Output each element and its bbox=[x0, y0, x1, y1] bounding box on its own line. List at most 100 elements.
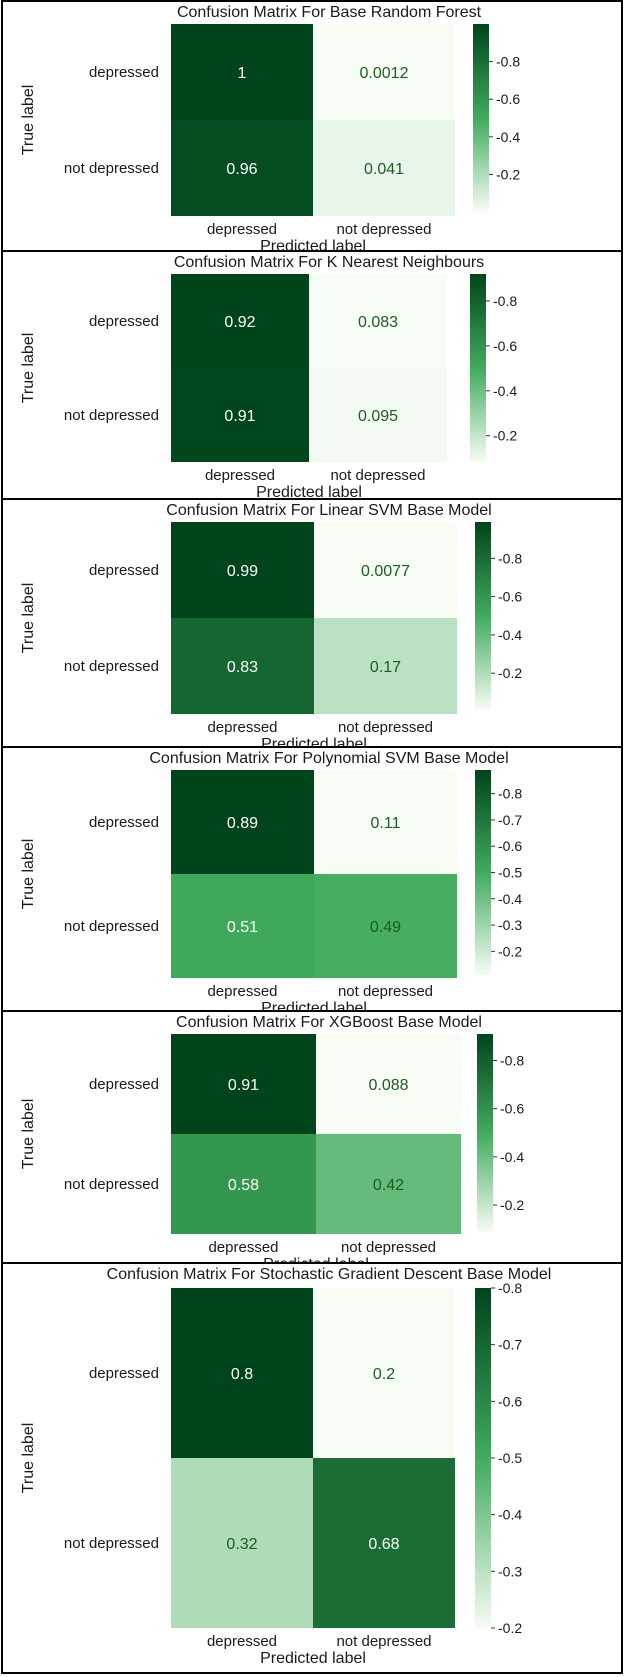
colorbar bbox=[475, 1288, 491, 1628]
heatmap-cell bbox=[313, 1288, 455, 1458]
colorbar-tick-label: -0.6 bbox=[500, 1101, 524, 1117]
column-tick-label: depressed bbox=[208, 1239, 278, 1256]
confusion-matrix-panel-6: Confusion Matrix For Stochastic Gradient… bbox=[1, 1262, 623, 1674]
colorbar-tick-label: -0.6 bbox=[496, 91, 520, 107]
cell-value-label: 0.0077 bbox=[361, 563, 410, 580]
colorbar-tick-label: -0.4 bbox=[496, 129, 520, 145]
heatmap-cell bbox=[171, 368, 309, 462]
cell-value-label: 0.083 bbox=[358, 314, 398, 331]
cell-value-label: 0.8 bbox=[231, 1366, 253, 1383]
heatmap-cell bbox=[314, 522, 457, 618]
colorbar-tick-label: -0.4 bbox=[498, 1507, 522, 1523]
heatmap-cell bbox=[171, 770, 314, 874]
heatmap-cell bbox=[171, 618, 314, 714]
chart-title: Confusion Matrix For Stochastic Gradient… bbox=[107, 1266, 552, 1283]
row-tick-label: not depressed bbox=[64, 658, 159, 675]
row-tick-label: depressed bbox=[89, 562, 159, 579]
colorbar-tick-label: -0.8 bbox=[498, 550, 522, 566]
heatmap-cell bbox=[171, 1288, 313, 1458]
colorbar-tick-label: -0.4 bbox=[498, 627, 522, 643]
colorbar-tick-label: -0.6 bbox=[498, 838, 522, 854]
colorbar bbox=[477, 1034, 493, 1232]
chart-title: Confusion Matrix For K Nearest Neighbour… bbox=[174, 254, 484, 271]
x-axis-label: Predicted label bbox=[256, 484, 362, 498]
cell-value-label: 0.49 bbox=[370, 919, 401, 936]
heatmap-svg: Confusion Matrix For XGBoost Base Model 0… bbox=[20, 1014, 524, 1262]
cell-value-label: 0.041 bbox=[364, 161, 404, 178]
column-tick-label: not depressed bbox=[330, 467, 425, 484]
column-tick-label: depressed bbox=[207, 983, 277, 1000]
cell-value-label: 0.92 bbox=[224, 314, 255, 331]
colorbar-tick-label: -0.5 bbox=[498, 1450, 522, 1466]
colorbar-tick-label: -0.6 bbox=[498, 1393, 522, 1409]
row-tick-label: depressed bbox=[89, 1365, 159, 1382]
colorbar-tick-label: -0.8 bbox=[493, 293, 517, 309]
colorbar-tick-label: -0.8 bbox=[498, 786, 522, 802]
heatmap-cell bbox=[171, 522, 314, 618]
confusion-matrix-panel-1: Confusion Matrix For Base Random Forest 1… bbox=[1, 0, 623, 252]
heatmap-cell bbox=[313, 1458, 455, 1628]
heatmap-cell bbox=[171, 24, 313, 120]
heatmap-cell bbox=[171, 120, 313, 216]
cell-value-label: 0.2 bbox=[373, 1366, 395, 1383]
heatmap-cell bbox=[171, 1134, 316, 1234]
cell-value-label: 0.83 bbox=[227, 659, 258, 676]
x-axis-label: Predicted label bbox=[260, 1650, 366, 1667]
cell-value-label: 0.17 bbox=[370, 659, 401, 676]
row-tick-label: depressed bbox=[89, 313, 159, 330]
column-tick-label: depressed bbox=[205, 467, 275, 484]
colorbar-tick-label: -0.8 bbox=[500, 1052, 524, 1068]
row-tick-label: not depressed bbox=[64, 918, 159, 935]
cell-value-label: 0.99 bbox=[227, 563, 258, 580]
heatmap-cell bbox=[316, 1034, 461, 1134]
row-tick-label: not depressed bbox=[64, 1176, 159, 1193]
x-axis-label: Predicted label bbox=[263, 1256, 369, 1262]
heatmap-cell bbox=[171, 274, 309, 368]
colorbar-tick-label: -0.2 bbox=[498, 943, 522, 959]
colorbar-tick-label: -0.8 bbox=[496, 54, 520, 70]
x-axis-label: Predicted label bbox=[261, 1000, 367, 1010]
cell-value-label: 0.42 bbox=[373, 1177, 404, 1194]
cell-value-label: 0.0012 bbox=[360, 65, 409, 82]
heatmap-svg: Confusion Matrix For Base Random Forest 1… bbox=[20, 4, 520, 250]
row-tick-label: not depressed bbox=[64, 160, 159, 177]
cell-value-label: 0.51 bbox=[227, 919, 258, 936]
y-axis-label: True label bbox=[20, 1423, 37, 1494]
heatmap-cell bbox=[316, 1134, 461, 1234]
colorbar-tick-label: -0.6 bbox=[493, 338, 517, 354]
colorbar-tick-label: -0.4 bbox=[498, 891, 522, 907]
chart-title: Confusion Matrix For Linear SVM Base Mod… bbox=[166, 502, 491, 519]
heatmap-cell bbox=[313, 120, 455, 216]
column-tick-label: depressed bbox=[207, 1633, 277, 1650]
confusion-matrix-panel-5: Confusion Matrix For XGBoost Base Model 0… bbox=[1, 1010, 623, 1264]
cell-value-label: 0.89 bbox=[227, 815, 258, 832]
heatmap-cell bbox=[309, 274, 447, 368]
heatmap-cell bbox=[171, 1458, 313, 1628]
heatmap-cell bbox=[171, 874, 314, 978]
colorbar-tick-label: -0.3 bbox=[498, 1563, 522, 1579]
heatmap-cell bbox=[314, 618, 457, 714]
cell-value-label: 0.32 bbox=[226, 1536, 257, 1553]
colorbar-tick-label: -0.4 bbox=[493, 383, 517, 399]
y-axis-label: True label bbox=[20, 583, 37, 654]
y-axis-label: True label bbox=[20, 333, 37, 404]
colorbar-tick-label: -0.2 bbox=[500, 1197, 524, 1213]
confusion-matrix-panel-4: Confusion Matrix For Polynomial SVM Base… bbox=[1, 746, 623, 1012]
row-tick-label: depressed bbox=[89, 64, 159, 81]
column-tick-label: not depressed bbox=[336, 221, 431, 238]
cell-value-label: 0.58 bbox=[228, 1177, 259, 1194]
row-tick-label: depressed bbox=[89, 1076, 159, 1093]
y-axis-label: True label bbox=[20, 1099, 37, 1170]
column-tick-label: depressed bbox=[207, 221, 277, 238]
column-tick-label: not depressed bbox=[336, 1633, 431, 1650]
heatmap-cell bbox=[171, 1034, 316, 1134]
colorbar-tick-label: -0.6 bbox=[498, 589, 522, 605]
heatmap-svg: Confusion Matrix For Stochastic Gradient… bbox=[20, 1266, 552, 1667]
row-tick-label: depressed bbox=[89, 814, 159, 831]
colorbar bbox=[473, 24, 489, 212]
colorbar bbox=[475, 522, 491, 710]
column-tick-label: depressed bbox=[207, 719, 277, 736]
colorbar bbox=[475, 770, 491, 975]
colorbar-tick-label: -0.2 bbox=[493, 428, 517, 444]
